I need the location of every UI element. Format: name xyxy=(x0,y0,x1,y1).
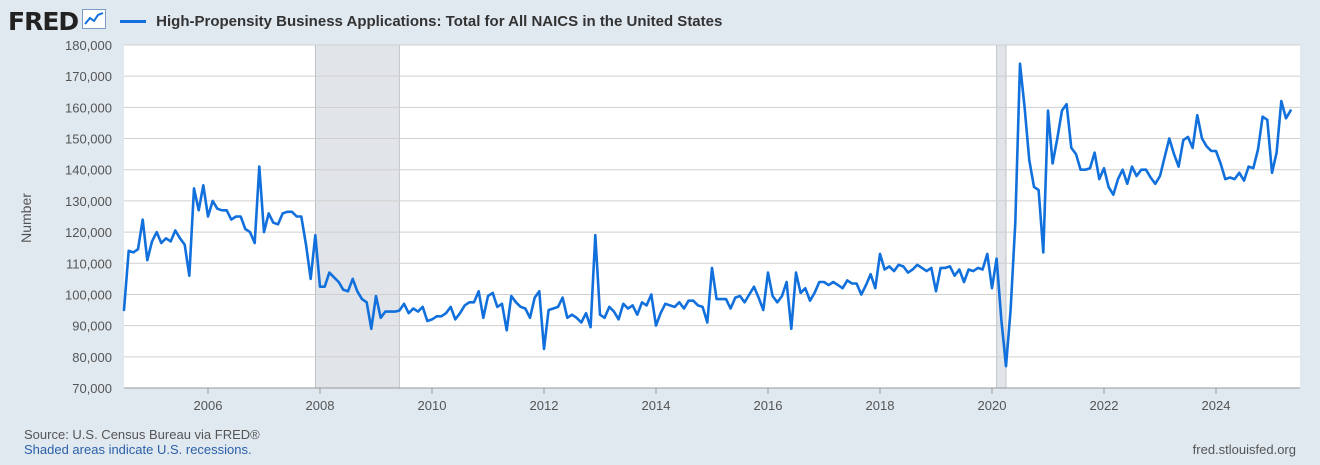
x-tick-label: 2018 xyxy=(866,398,895,413)
y-tick-label: 100,000 xyxy=(65,287,112,302)
recession-band-2 xyxy=(996,44,1007,389)
x-axis: 2006 2008 2010 2012 2014 2016 2018 2020 2022 2024 xyxy=(124,387,1300,413)
y-tick-label: 130,000 xyxy=(65,194,112,209)
y-tick-label: 180,000 xyxy=(65,38,112,53)
x-tick-label: 2006 xyxy=(194,398,223,413)
y-tick-label: 160,000 xyxy=(65,100,112,115)
y-tick-label: 110,000 xyxy=(66,256,112,271)
recession-note[interactable]: Shaded areas indicate U.S. recessions. xyxy=(24,442,252,457)
site-url[interactable]: fred.stlouisfed.org xyxy=(1192,442,1296,457)
x-tick-label: 2008 xyxy=(306,398,335,413)
recession-bands xyxy=(314,44,1007,389)
legend-swatch xyxy=(120,19,147,23)
chart-header: FRED High-Propensity Business Applicatio… xyxy=(8,4,722,38)
x-tick-label: 2024 xyxy=(1202,398,1231,413)
y-tick-label: 70,000 xyxy=(72,381,112,396)
x-tick-label: 2016 xyxy=(754,398,783,413)
y-tick-label: 150,000 xyxy=(65,132,112,147)
recession-band-1 xyxy=(314,44,400,389)
x-tick-label: 2014 xyxy=(642,398,671,413)
y-tick-label: 140,000 xyxy=(65,163,112,178)
y-axis: 70,000 80,000 90,000 100,000 110,000 120,000 1… xyxy=(65,38,112,396)
y-tick-label: 120,000 xyxy=(65,225,112,240)
y-axis-label: Number xyxy=(18,193,34,243)
series-layer xyxy=(122,62,1292,368)
x-tick-label: 2022 xyxy=(1090,398,1119,413)
source-note: Source: U.S. Census Bureau via FRED® xyxy=(24,427,260,442)
fred-logo[interactable]: FRED xyxy=(8,6,79,36)
line-chart-icon xyxy=(82,8,107,34)
x-tick-label: 2020 xyxy=(978,398,1007,413)
series-line-1[interactable] xyxy=(122,62,1292,368)
y-tick-label: 80,000 xyxy=(72,350,112,365)
y-tick-label: 170,000 xyxy=(65,69,112,84)
y-tick-label: 90,000 xyxy=(72,319,112,334)
x-tick-label: 2012 xyxy=(530,398,559,413)
chart-title: High-Propensity Business Applications: T… xyxy=(156,12,723,30)
x-tick-label: 2010 xyxy=(418,398,447,413)
